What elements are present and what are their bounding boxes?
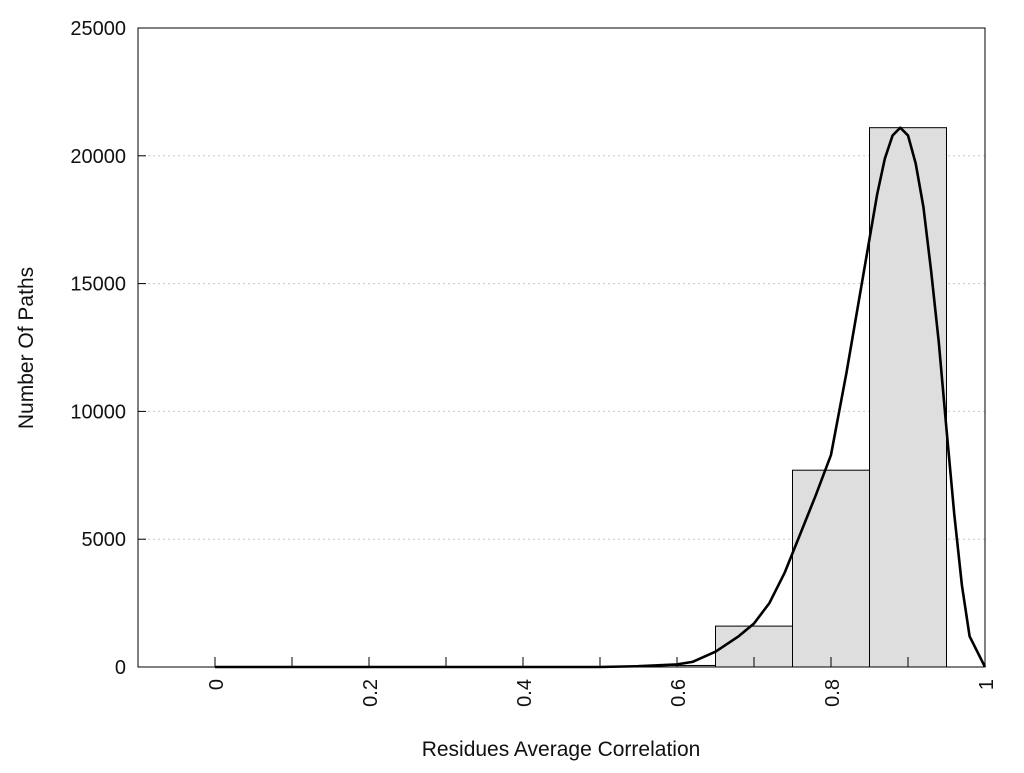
- x-tick-label-1: 0.2: [360, 679, 382, 707]
- y-tick-label-3: 15000: [70, 274, 126, 296]
- y-tick-label-5: 25000: [70, 18, 126, 40]
- x-tick-label-0: 0: [206, 679, 228, 690]
- x-tick-label-4: 0.8: [822, 679, 844, 707]
- histogram-bar-2: [792, 469, 870, 668]
- x-tick-label-3: 0.6: [668, 679, 690, 707]
- x-tick-label-2: 0.4: [514, 679, 536, 707]
- histogram-bars: [638, 127, 947, 668]
- y-tick-label-1: 5000: [82, 529, 127, 551]
- y-tick-label-4: 20000: [70, 146, 126, 168]
- plot-frame: [137, 27, 986, 668]
- fit-curve-line: [215, 126, 987, 669]
- histogram-bar-3: [869, 127, 947, 668]
- fit-curve-group: [215, 126, 987, 669]
- y-axis-label: Number Of Paths: [15, 267, 38, 429]
- y-tick-label-2: 10000: [70, 401, 126, 423]
- x-axis-label: Residues Average Correlation: [422, 738, 701, 761]
- axes: 0 0.2 0.4 0.6 0.8 1 0 5000 10000 15000 20000 25000: [70, 18, 998, 707]
- y-tick-label-0: 0: [115, 657, 126, 679]
- x-tick-label-5: 1: [976, 679, 998, 690]
